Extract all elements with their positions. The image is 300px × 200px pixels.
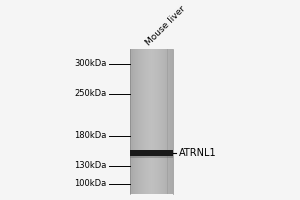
Text: 180kDa: 180kDa [74, 131, 106, 140]
Bar [140, 49, 141, 194]
Bar [130, 49, 131, 194]
Bar [158, 49, 159, 194]
Bar [161, 49, 162, 194]
Bar [160, 49, 161, 194]
Bar [165, 49, 166, 194]
Bar [157, 49, 158, 194]
Bar [162, 49, 163, 194]
Bar [134, 49, 135, 194]
Bar [138, 49, 139, 194]
Bar [156, 49, 157, 194]
Bar [147, 49, 148, 194]
Bar [135, 49, 136, 194]
Text: 100kDa: 100kDa [74, 179, 106, 188]
Bar [133, 49, 134, 194]
Bar [145, 49, 146, 194]
Bar [130, 156, 173, 158]
Bar [172, 49, 173, 194]
Bar [151, 49, 152, 194]
Bar [166, 49, 167, 194]
Bar [130, 49, 173, 194]
Bar [132, 49, 133, 194]
Bar [171, 49, 172, 194]
Bar [152, 49, 153, 194]
Bar [167, 49, 168, 194]
Bar [144, 49, 145, 194]
Bar [136, 49, 137, 194]
Bar [148, 49, 149, 194]
Text: ATRNL1: ATRNL1 [179, 148, 217, 158]
Text: 300kDa: 300kDa [74, 59, 106, 68]
Bar [168, 49, 169, 194]
Bar [146, 49, 147, 194]
Bar [155, 49, 156, 194]
Bar [163, 49, 164, 194]
Bar [159, 49, 160, 194]
Bar [154, 49, 155, 194]
Text: 250kDa: 250kDa [74, 89, 106, 98]
Bar [137, 49, 138, 194]
Text: 130kDa: 130kDa [74, 161, 106, 170]
Bar [131, 49, 132, 194]
Bar [130, 150, 173, 156]
Bar [143, 49, 144, 194]
Bar [139, 49, 140, 194]
Bar [141, 49, 142, 194]
Bar [170, 49, 171, 194]
Bar [142, 49, 143, 194]
Bar [153, 49, 154, 194]
Text: Mouse liver: Mouse liver [144, 4, 187, 47]
Bar [164, 49, 165, 194]
Bar [169, 49, 170, 194]
Bar [149, 49, 150, 194]
Bar [150, 49, 151, 194]
